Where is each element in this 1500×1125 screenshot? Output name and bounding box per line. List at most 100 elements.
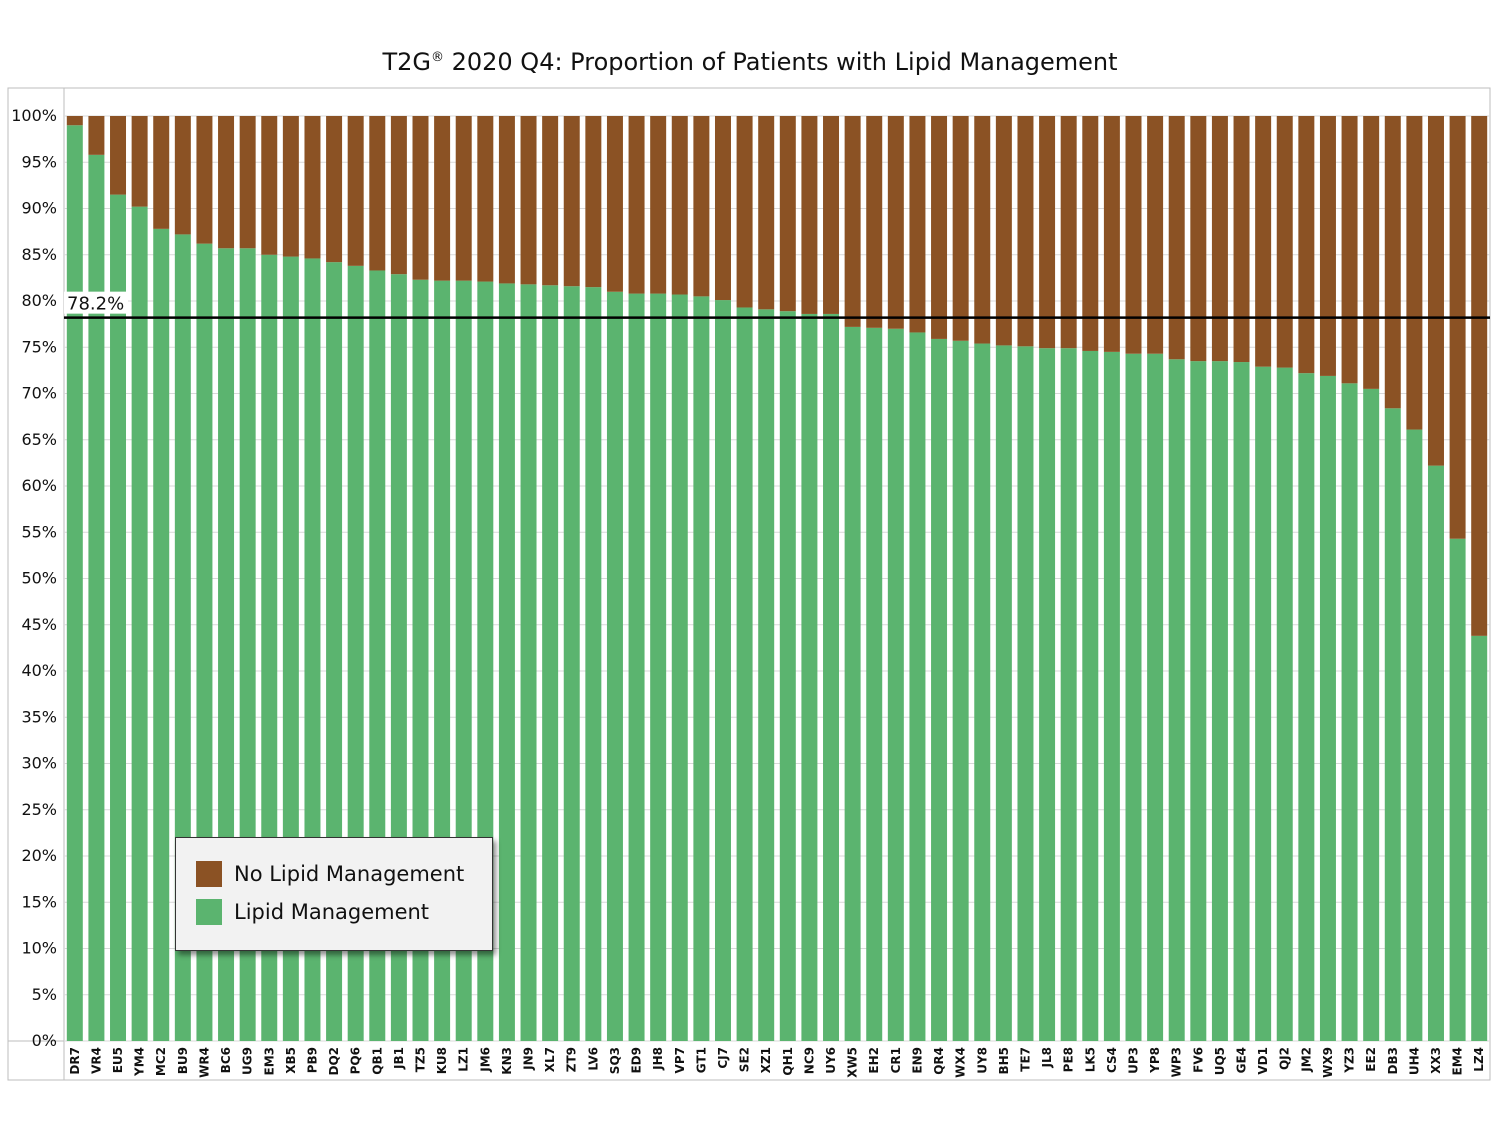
bar-no-lipid-uh4	[1406, 116, 1423, 430]
bar-no-lipid-lk5	[1082, 116, 1099, 351]
bar-lipid-xl7	[542, 285, 559, 1041]
x-tick-label-xb5: XB5	[284, 1047, 298, 1074]
bar-no-lipid-db3	[1384, 116, 1401, 409]
y-tick-label: 90%	[21, 199, 57, 218]
bar-no-lipid-sq3	[606, 116, 623, 292]
x-tick-label-jh8: JH8	[651, 1047, 665, 1071]
x-tick-label-ym4: YM4	[133, 1047, 147, 1077]
bar-no-lipid-lz4	[1471, 116, 1488, 636]
bar-lipid-qh1	[779, 311, 796, 1041]
legend-label-lipid: Lipid Management	[234, 900, 430, 924]
x-tick-label-uh4: UH4	[1407, 1047, 1421, 1075]
chart-title: T2G® 2020 Q4: Proportion of Patients wit…	[0, 48, 1500, 76]
bar-lipid-up3	[1125, 353, 1142, 1042]
x-tick-label-lz1: LZ1	[457, 1047, 471, 1072]
bar-no-lipid-dq2	[326, 116, 343, 263]
x-tick-label-qh1: QH1	[781, 1047, 795, 1076]
x-tick-label-bu9: BU9	[176, 1047, 190, 1074]
x-tick-label-jm6: JM6	[478, 1047, 492, 1073]
x-tick-label-jb1: JB1	[392, 1047, 406, 1070]
x-tick-label-cj7: CJ7	[716, 1047, 730, 1069]
bar-lipid-xz1	[758, 309, 775, 1041]
bar-no-lipid-gt1	[693, 116, 710, 297]
bar-no-lipid-jl8	[1039, 116, 1056, 349]
bar-lipid-wx4	[952, 340, 969, 1041]
x-tick-label-xw5: XW5	[846, 1047, 860, 1078]
bar-no-lipid-mc2	[153, 116, 170, 229]
bar-no-lipid-pq6	[347, 116, 364, 266]
y-tick-label: 80%	[21, 291, 57, 310]
bar-no-lipid-uq5	[1211, 116, 1228, 362]
reference-label-bg	[64, 291, 128, 314]
x-tick-label-db3: DB3	[1386, 1047, 1400, 1074]
reference-line-label: 78.2%	[67, 294, 124, 315]
bar-lipid-ge4	[1233, 362, 1250, 1041]
y-tick-label: 70%	[21, 384, 57, 403]
x-tick-label-eu5: EU5	[111, 1047, 125, 1073]
x-tick-label-vp7: VP7	[673, 1047, 687, 1073]
x-tick-label-sq3: SQ3	[608, 1047, 622, 1074]
x-tick-label-xz1: XZ1	[759, 1047, 773, 1073]
x-tick-label-en9: EN9	[910, 1047, 924, 1074]
x-tick-label-pb9: PB9	[305, 1047, 319, 1073]
bar-no-lipid-uy8	[974, 116, 991, 344]
bar-no-lipid-wx9	[1319, 116, 1336, 376]
x-tick-label-fv6: FV6	[1191, 1047, 1205, 1073]
bar-no-lipid-wp3	[1168, 116, 1185, 360]
bar-lipid-lz4	[1471, 635, 1488, 1041]
y-tick-label: 50%	[21, 569, 57, 588]
bar-no-lipid-bh5	[995, 116, 1012, 346]
bar-lipid-eh2	[866, 327, 883, 1041]
bar-lipid-qr4	[931, 338, 948, 1041]
x-tick-label-em3: EM3	[262, 1047, 276, 1076]
bar-no-lipid-ug9	[239, 116, 256, 249]
bar-lipid-vd1	[1255, 366, 1272, 1041]
bar-lipid-cr1	[887, 328, 904, 1041]
bar-no-lipid-cj7	[714, 116, 731, 301]
x-tick-label-eh2: EH2	[867, 1047, 881, 1074]
bar-no-lipid-fv6	[1190, 116, 1207, 362]
bar-lipid-lv6	[585, 287, 602, 1041]
y-tick-label: 75%	[21, 337, 57, 356]
x-tick-label-up3: UP3	[1127, 1047, 1141, 1074]
bar-no-lipid-yz3	[1341, 116, 1358, 384]
bar-lipid-kn3	[498, 283, 515, 1041]
x-tick-label-tz5: TZ5	[414, 1047, 428, 1072]
bar-lipid-db3	[1384, 408, 1401, 1041]
bar-no-lipid-qb1	[369, 116, 386, 271]
bar-no-lipid-ge4	[1233, 116, 1250, 363]
bar-no-lipid-xz1	[758, 116, 775, 310]
x-tick-label-cs4: CS4	[1105, 1047, 1119, 1073]
bar-lipid-nc9	[801, 313, 818, 1041]
x-tick-label-vr4: VR4	[89, 1047, 103, 1074]
x-tick-label-xl7: XL7	[543, 1047, 557, 1072]
legend-item-lipid: Lipid Management	[196, 897, 429, 927]
y-tick-label: 55%	[21, 522, 57, 541]
bar-no-lipid-cs4	[1103, 116, 1120, 352]
bar-lipid-bh5	[995, 345, 1012, 1041]
bar-lipid-mc2	[153, 228, 170, 1042]
x-tick-label-qr4: QR4	[932, 1047, 946, 1075]
x-tick-label-bc6: BC6	[219, 1047, 233, 1073]
bar-no-lipid-jb1	[390, 116, 407, 275]
bar-lipid-gt1	[693, 296, 710, 1041]
bar-no-lipid-jm2	[1298, 116, 1315, 374]
bar-no-lipid-jm6	[477, 116, 494, 282]
x-tick-label-nc9: NC9	[802, 1047, 816, 1074]
bar-lipid-vr4	[88, 154, 105, 1042]
y-tick-label: 10%	[21, 939, 57, 958]
bar-no-lipid-lz1	[455, 116, 472, 281]
bar-lipid-zt9	[563, 286, 580, 1041]
bar-lipid-em4	[1449, 538, 1466, 1041]
bar-lipid-jm2	[1298, 373, 1315, 1041]
x-tick-label-jn9: JN9	[522, 1047, 536, 1071]
bar-lipid-jh8	[650, 293, 667, 1042]
bar-lipid-uq5	[1211, 361, 1228, 1041]
y-tick-label: 15%	[21, 892, 57, 911]
x-tick-label-uy8: UY8	[975, 1047, 989, 1074]
x-tick-label-te7: TE7	[1018, 1047, 1032, 1072]
bar-lipid-ee2	[1363, 388, 1380, 1041]
x-tick-label-kn3: KN3	[500, 1047, 514, 1075]
bar-no-lipid-em3	[261, 116, 278, 255]
